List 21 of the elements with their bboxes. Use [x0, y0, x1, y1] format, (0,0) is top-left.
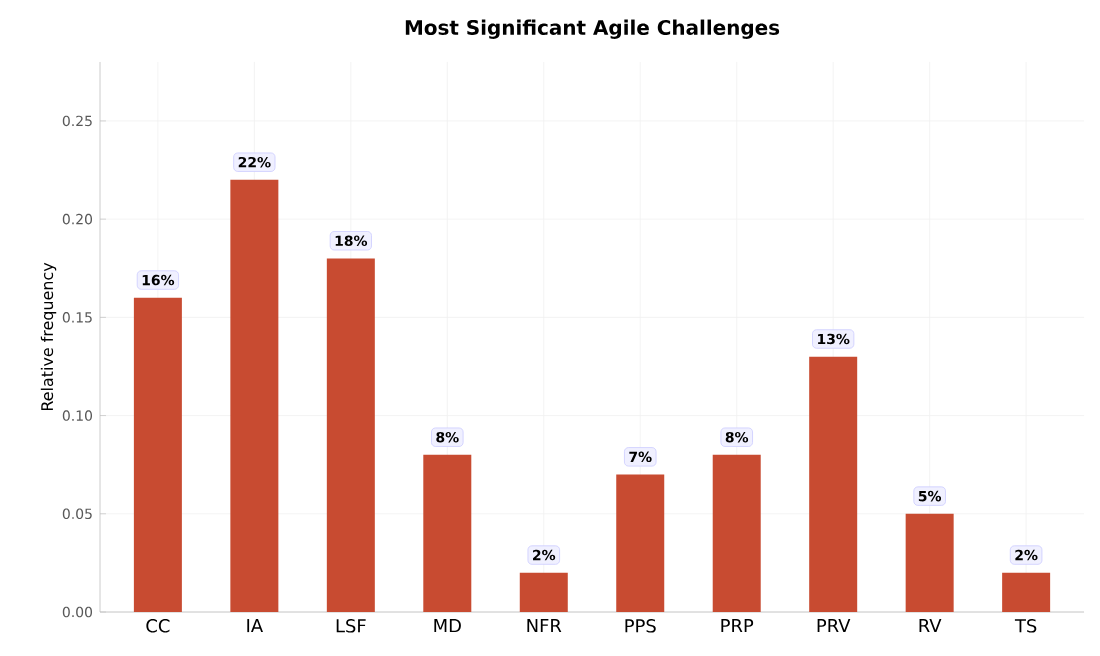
x-tick-label: IA [247, 619, 263, 633]
bar [616, 474, 665, 612]
x-tick-label: NFR [527, 619, 562, 633]
bar [230, 179, 279, 612]
bar [905, 513, 954, 612]
x-tick-label: PPS [625, 619, 656, 633]
bar [712, 454, 761, 612]
chart-title: Most Significant Agile Challenges [405, 19, 780, 40]
x-tick-label: TS [1014, 619, 1037, 633]
x-tick-label: PRP [721, 619, 754, 633]
bar [133, 297, 182, 612]
bar [1002, 572, 1051, 612]
x-tick-label: CC [146, 619, 170, 633]
x-tick-label: RV [919, 619, 942, 633]
x-tick-label: MD [434, 619, 461, 633]
bar [423, 454, 472, 612]
x-tick-label: PRV [817, 619, 851, 633]
bar [809, 356, 858, 612]
x-tick-label: LSF [336, 619, 366, 633]
bar [326, 258, 375, 612]
bar [519, 572, 568, 612]
